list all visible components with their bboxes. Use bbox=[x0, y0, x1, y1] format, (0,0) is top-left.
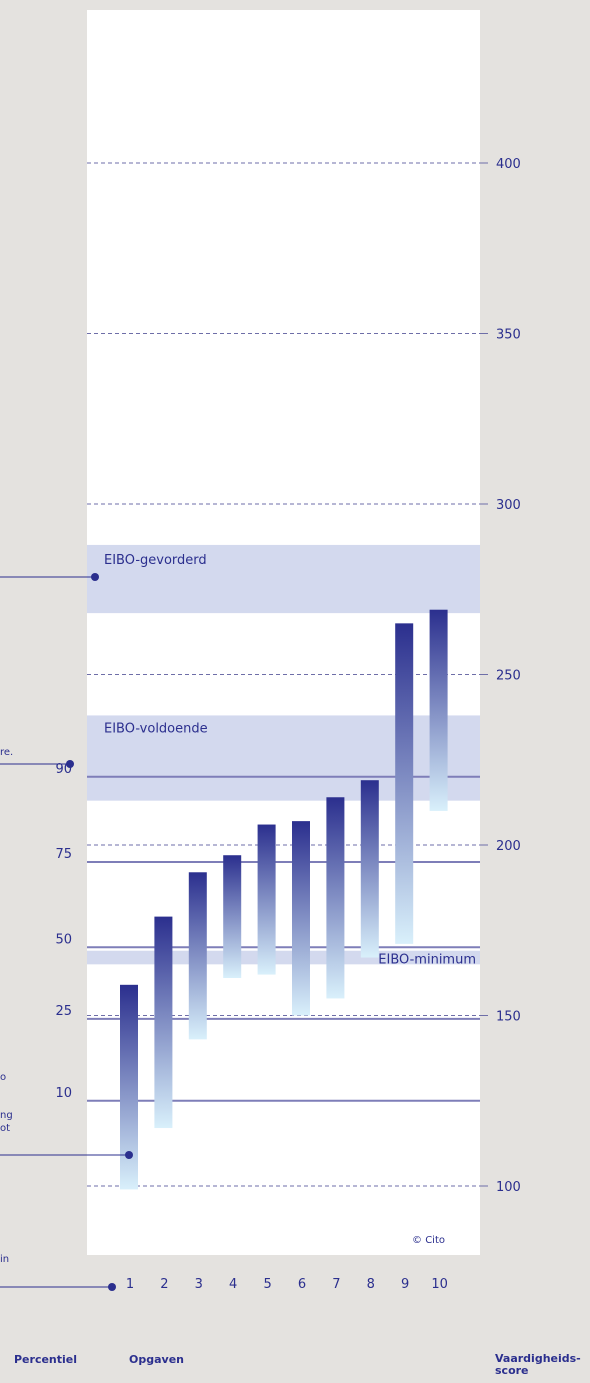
band-2 bbox=[87, 950, 480, 965]
score-tick-label: 200 bbox=[496, 839, 521, 854]
annotation-fragment-4: o bbox=[0, 1072, 6, 1083]
category-label: 7 bbox=[332, 1277, 340, 1292]
annotation-fragment-5: in bbox=[0, 1254, 9, 1265]
score-tick-label: 250 bbox=[496, 669, 521, 684]
category-label: 3 bbox=[195, 1277, 203, 1292]
category-label: 6 bbox=[298, 1277, 306, 1292]
score-tick-label: 300 bbox=[496, 498, 521, 513]
pointer-dot-3 bbox=[108, 1283, 116, 1291]
annotation-fragment-3: ot bbox=[0, 1123, 10, 1134]
copyright-text: © Cito bbox=[412, 1235, 445, 1246]
y-axis-label: Vaardigheids-score bbox=[495, 1352, 581, 1377]
annotation-fragment-1: re. bbox=[0, 747, 13, 758]
percentile-axis-label: Percentiel bbox=[14, 1353, 78, 1366]
pointer-dot-1 bbox=[66, 760, 74, 768]
category-label: 10 bbox=[431, 1277, 448, 1292]
bar-3 bbox=[188, 872, 207, 1040]
band-0 bbox=[87, 544, 480, 614]
score-tick-label: 150 bbox=[496, 1010, 521, 1025]
percentile-label: 75 bbox=[55, 847, 72, 862]
category-label: 8 bbox=[367, 1277, 375, 1292]
category-label: 4 bbox=[229, 1277, 237, 1292]
annotation-fragment-2: ng bbox=[0, 1110, 13, 1121]
bar-8 bbox=[360, 780, 379, 958]
percentile-label: 25 bbox=[55, 1004, 72, 1019]
score-tick-label: 350 bbox=[496, 328, 521, 343]
score-tick-label: 400 bbox=[496, 157, 521, 172]
x-axis-label: Opgaven bbox=[129, 1353, 184, 1366]
category-label: 5 bbox=[263, 1277, 271, 1292]
category-label: 1 bbox=[126, 1277, 134, 1292]
category-label: 2 bbox=[160, 1277, 168, 1292]
band-label-gevorderd: EIBO-gevorderd bbox=[104, 553, 207, 568]
pointer-dot-0 bbox=[91, 573, 99, 581]
percentile-label: 50 bbox=[55, 932, 72, 947]
bar-6 bbox=[292, 821, 310, 1016]
bar-5 bbox=[257, 824, 276, 975]
plot-area bbox=[87, 10, 480, 1255]
percentile-label: 90 bbox=[55, 762, 72, 777]
pointer-dot-2 bbox=[125, 1151, 133, 1159]
bar-2 bbox=[154, 916, 173, 1129]
bar-1 bbox=[120, 984, 138, 1190]
bar-9 bbox=[395, 623, 414, 944]
band-label-voldoende: EIBO-voldoende bbox=[104, 721, 208, 736]
band-1 bbox=[87, 715, 480, 801]
category-label: 9 bbox=[401, 1277, 409, 1292]
band-label-minimum: EIBO-minimum bbox=[378, 953, 476, 968]
percentile-label: 10 bbox=[55, 1086, 72, 1101]
bar-10 bbox=[429, 609, 448, 811]
score-tick-label: 100 bbox=[496, 1180, 521, 1195]
bar-7 bbox=[326, 797, 345, 999]
bar-4 bbox=[223, 855, 242, 978]
